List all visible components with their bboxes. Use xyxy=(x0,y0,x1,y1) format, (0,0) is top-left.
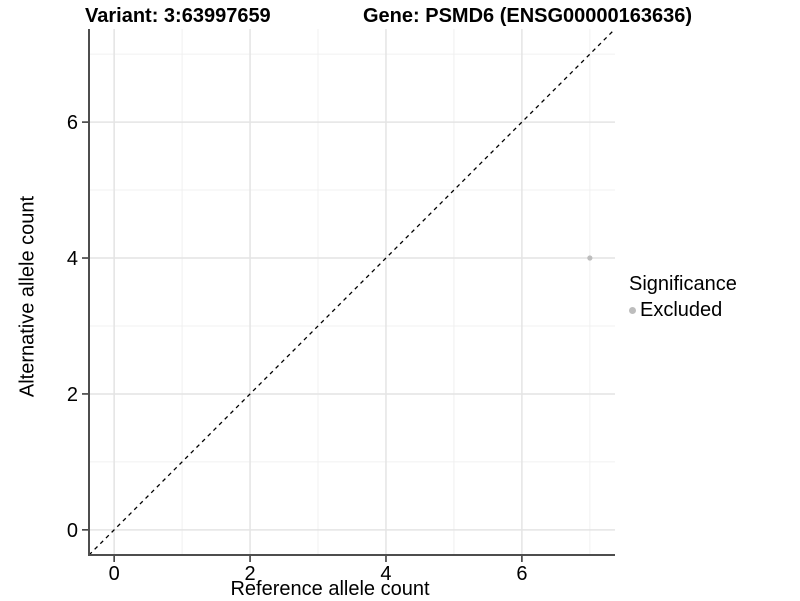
identity-dashed-line xyxy=(88,28,616,556)
legend-entry-excluded: Excluded xyxy=(629,298,737,322)
plot-title-gene: Gene: PSMD6 (ENSG00000163636) xyxy=(363,5,693,27)
x-tick-label: 0 xyxy=(109,563,120,585)
data-point xyxy=(587,255,593,261)
y-tick-label: 2 xyxy=(67,384,78,406)
y-tick-label: 4 xyxy=(67,248,78,270)
x-tick-label: 2 xyxy=(244,563,255,585)
legend-point-icon xyxy=(629,306,636,314)
y-tick-label: 6 xyxy=(67,112,78,134)
legend-entry-label: Excluded xyxy=(640,299,723,321)
x-tick-label: 4 xyxy=(380,563,391,585)
x-tick-label: 6 xyxy=(516,563,527,585)
y-axis-title: Alternative allele count xyxy=(16,195,39,398)
x-axis-title: Reference allele count xyxy=(230,578,430,600)
legend-title: Significance xyxy=(629,273,737,295)
legend: Significance Excluded xyxy=(629,272,737,322)
y-tick-label: 0 xyxy=(67,520,78,542)
plot-title-variant: Variant: 3:63997659 xyxy=(85,5,271,27)
